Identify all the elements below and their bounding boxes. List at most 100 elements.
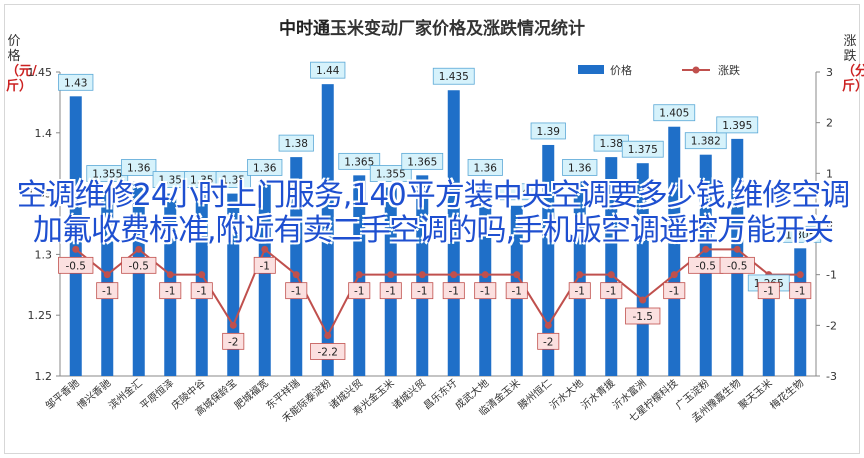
change-point [72,245,80,253]
price-label-box [278,134,314,152]
change-data-label: -1 [386,286,396,298]
price-data-label: 1.435 [439,71,469,83]
price-data-label: 1.35 [222,175,245,187]
price-label-box [432,67,475,85]
price-data-label: 1.38 [600,138,623,150]
x-category-label: 沂水大地 [547,376,586,412]
price-data-label: 1.365 [407,156,437,168]
change-point [292,271,300,279]
x-category-label: 平原恒泽 [137,376,176,412]
price-data-label: 1.44 [316,65,340,77]
change-label-box [789,282,812,300]
price-label-box [310,61,346,79]
price-data-label: 1.395 [722,120,752,132]
price-label-box [562,159,598,176]
change-data-label: -0.5 [129,260,150,272]
change-data-label: -1 [260,260,270,272]
legend-price-swatch [578,65,604,74]
change-label-box [442,282,465,300]
right-tick-label: -1 [826,269,837,282]
change-data-label: -2.2 [318,346,339,358]
price-bar [258,181,271,376]
change-label-box [379,282,402,300]
price-bar [479,181,492,376]
price-bar [321,84,334,376]
change-point [261,245,269,253]
left-axis-name: 价格 [7,34,21,64]
change-label-box [190,282,213,300]
change-data-label: -0.5 [66,260,87,272]
change-point [670,271,678,279]
price-data-label: 1.34 [505,187,529,199]
change-data-label: -1 [165,286,175,298]
change-point [355,271,363,279]
change-label-box [411,282,434,300]
change-point [481,271,489,279]
price-label-box [653,104,696,122]
change-point [387,271,395,279]
change-point [103,271,111,279]
price-bar [447,90,460,377]
price-label-box [247,159,283,176]
price-label-box [621,140,664,158]
x-category-label: 滨州金汇 [106,376,145,412]
x-category-label: 肥城福宽 [232,376,271,412]
change-data-label: -1 [291,286,301,298]
left-tick-label: 1.35 [28,188,53,201]
price-bar [762,296,775,376]
right-tick-label: 2 [826,117,833,130]
price-bar [132,181,145,376]
price-bar [605,157,618,376]
change-label-box [348,282,371,300]
price-bar [573,181,586,376]
price-data-label: 1.36 [474,162,498,174]
price-data-label: 1.38 [285,138,308,150]
price-data-label: 1.305 [785,229,815,241]
price-data-label: 1.375 [628,144,658,156]
change-point [576,271,584,279]
x-category-label: 梅花生物 [767,376,806,412]
change-point [324,331,332,339]
change-label-box [222,332,245,350]
price-bar [69,96,82,376]
change-label-box [757,282,780,300]
price-data-label: 1.405 [659,108,689,120]
price-bar [384,187,397,376]
x-category-label: 滕州恒仁 [515,376,554,412]
x-category-label: 诸城兴贸 [390,377,428,412]
x-category-label: 博兴香驰 [74,376,113,412]
legend-price-label: 价格 [610,63,632,77]
change-data-label: -1 [575,286,585,298]
change-data-label: -1.5 [633,311,654,323]
price-bar [794,248,807,376]
change-data-label: -0.5 [696,260,717,272]
change-label-box [253,256,276,274]
left-tick-label: 1.4 [35,127,53,140]
change-point [702,245,710,253]
change-label-box [159,282,182,300]
change-data-label: -1 [480,286,490,298]
change-label-box [505,282,528,300]
price-data-label: 1.36 [568,162,592,174]
chart-frame [4,4,860,454]
change-data-label: -1 [354,286,364,298]
change-data-label: -1 [669,286,679,298]
price-bar [668,126,681,376]
price-data-label: 1.355 [376,169,406,181]
price-data-label: 1.35 [190,175,213,187]
right-tick-label: 1 [826,167,833,180]
price-data-label: 1.355 [92,169,122,181]
change-data-label: -1 [512,286,522,298]
price-label-box [215,171,251,189]
price-label-box [338,152,381,170]
change-data-label: -1 [606,286,616,298]
change-label-box [310,343,346,360]
change-point [639,296,647,304]
price-label-box [779,225,822,243]
price-label-box [369,165,412,182]
x-category-label: 昌乐东圩 [421,376,460,412]
left-tick-label: 1.45 [28,66,53,79]
price-data-label: 1.36 [127,162,151,174]
change-point [418,271,426,279]
price-data-label: 1.43 [64,77,87,89]
